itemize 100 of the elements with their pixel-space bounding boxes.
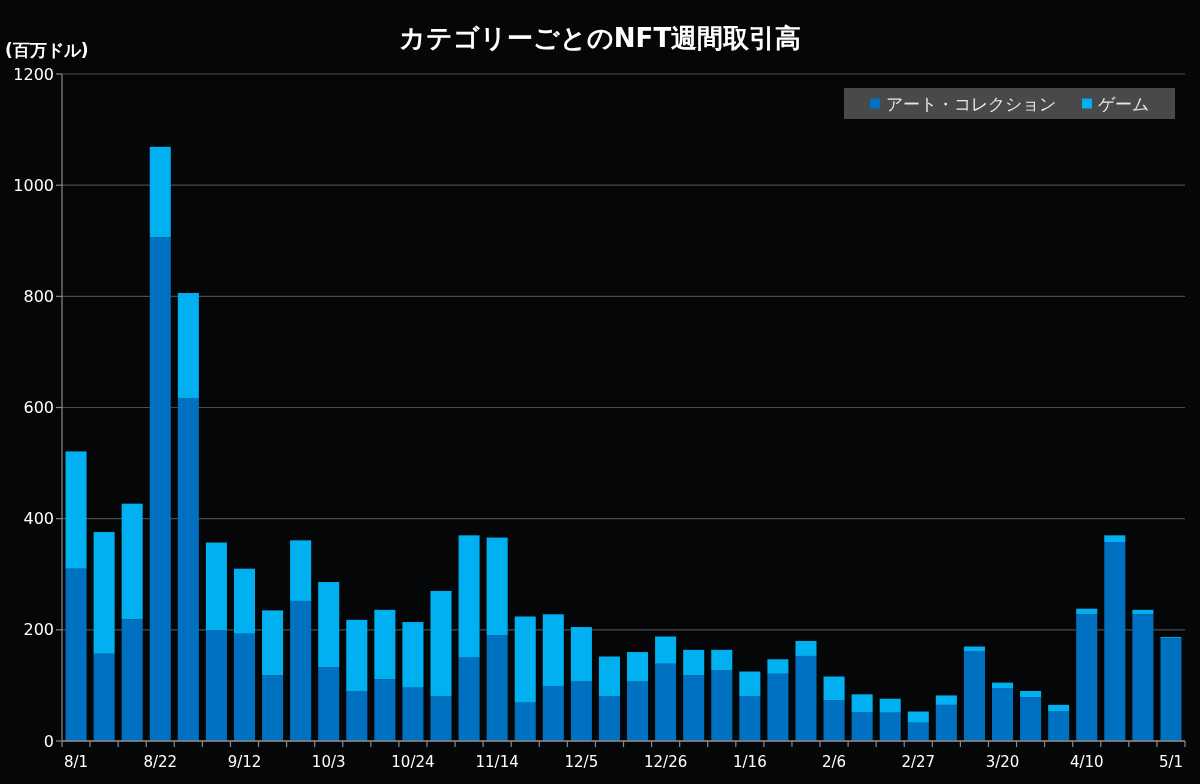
bar [205,630,227,741]
bar [851,712,873,741]
bar [879,698,901,713]
bar [795,655,817,741]
bar [655,636,677,664]
bar [93,532,115,654]
bar [795,640,817,656]
y-tick-label: 1200 [13,64,54,84]
bar [570,681,592,741]
bar [570,627,592,682]
y-tick-label: 400 [23,509,54,529]
bar [177,293,199,399]
bar [991,682,1014,689]
bar [430,695,452,741]
bar [149,237,171,741]
bar [1020,697,1042,741]
bar [627,652,649,682]
bar [767,673,789,741]
bar [1048,704,1070,712]
bar [1104,535,1126,543]
bar [542,685,564,741]
x-tick-label: 1/16 [732,753,767,771]
bar [823,676,845,701]
bar [1132,614,1154,741]
bar [1048,711,1070,741]
bar [991,688,1014,741]
bar [65,568,87,741]
bar [711,649,733,671]
bar [627,681,649,741]
x-tick-label: 5/1 [1158,753,1184,771]
y-tick-label: 600 [23,398,54,417]
bar [851,694,873,713]
bar [935,704,957,741]
bar [655,663,677,741]
bar [121,619,143,741]
bar [121,503,143,620]
bar [823,700,845,741]
bar [598,695,620,741]
bar [458,535,480,658]
x-tick-label: 10/3 [311,753,346,771]
bar [739,671,761,696]
x-tick-label: 4/10 [1069,753,1104,771]
x-tick-label: 9/12 [227,753,262,771]
bar [402,687,424,741]
bar [879,712,901,741]
x-tick-label: 3/20 [985,753,1020,771]
bar [963,646,985,652]
bar [374,679,396,741]
bar [177,398,199,741]
y-tick-label: 800 [23,286,54,306]
bar [93,653,115,741]
bar [542,614,564,686]
bar [935,695,957,705]
bar [767,659,789,674]
chart-title: カテゴリーごとのNFT週間取引高 [398,23,802,53]
y-tick-label: 200 [23,620,54,640]
bar [1076,614,1098,741]
bar [683,649,705,676]
bar [458,657,480,741]
bar [374,609,396,680]
bar [514,702,536,741]
bar [1104,542,1126,741]
bar [739,695,761,741]
y-tick-label: 0 [43,731,54,751]
bar [149,146,171,238]
bar [402,622,424,688]
bar [1076,608,1098,615]
x-tick-label: 2/6 [821,753,847,771]
x-tick-label: 12/5 [564,753,599,771]
x-tick-label: 12/26 [644,753,688,771]
bar [262,675,284,741]
x-tick-label: 11/14 [475,753,519,771]
y-axis-title: (百万ドル) [5,40,89,60]
legend-label: アート・コレクション [886,93,1056,114]
bar [907,711,929,723]
y-tick-label: 1000 [13,175,54,195]
bar [907,722,929,741]
bar [65,451,87,569]
bar [1020,690,1042,698]
x-tick-label: 10/24 [391,753,435,771]
x-tick-label: 8/1 [63,753,89,771]
bar [430,590,452,696]
bar [346,619,368,692]
bar [1160,638,1182,741]
bar [486,537,508,636]
bar [233,633,256,741]
bar [683,675,705,741]
bar [262,610,284,676]
x-tick-label: 8/22 [143,753,178,771]
bar [290,600,312,741]
bar [318,582,340,668]
x-tick-label: 2/27 [901,753,936,771]
bar [711,670,733,741]
bar [598,656,620,696]
bar [486,635,508,741]
legend-label: ゲーム [1098,93,1149,114]
bar [346,691,368,741]
bar [233,568,256,634]
bar [290,540,312,601]
bar [205,542,227,631]
